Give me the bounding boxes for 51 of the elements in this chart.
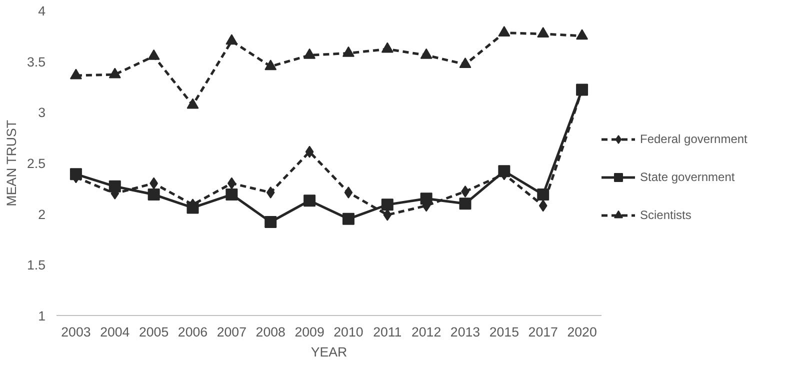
point	[226, 34, 238, 45]
x-tick-label: 2006	[178, 324, 208, 340]
point	[342, 212, 354, 225]
point	[148, 49, 160, 60]
y-tick-label: 2	[38, 206, 46, 222]
x-tick-label: 2015	[489, 324, 520, 340]
point	[381, 198, 394, 211]
y-tick-label: 3	[38, 105, 46, 120]
point	[344, 186, 353, 198]
point	[420, 48, 432, 59]
x-tick-label: 2008	[256, 324, 286, 340]
x-tick-label: 2012	[411, 324, 442, 340]
x-axis-title: YEAR	[310, 344, 348, 360]
y-axis-title: MEAN TRUST	[4, 120, 19, 206]
x-tick-label: 2009	[294, 324, 324, 340]
point	[498, 26, 510, 37]
point	[148, 188, 160, 201]
point	[459, 198, 472, 210]
y-tick-label: 2.5	[26, 156, 46, 171]
point	[342, 46, 354, 57]
y-tick-label: 1	[38, 308, 46, 324]
point	[459, 58, 472, 68]
x-tick-label: 2007	[216, 324, 247, 340]
point	[305, 146, 314, 158]
x-tick-label: 2017	[528, 324, 558, 340]
point	[537, 27, 550, 38]
x-tick-label: 2010	[334, 324, 364, 340]
x-tick-label: 2004	[100, 324, 130, 340]
point	[381, 42, 394, 53]
point	[108, 68, 121, 78]
y-tick-label: 3.5	[26, 54, 46, 70]
point	[264, 216, 277, 228]
legend-label: Scientists	[640, 208, 692, 222]
point	[266, 186, 275, 198]
legend-label: State government	[640, 170, 735, 184]
x-tick-label: 2005	[138, 324, 169, 340]
point	[70, 68, 82, 80]
point	[264, 60, 277, 70]
y-tick-label: 4	[38, 4, 46, 18]
x-tick-label: 2003	[61, 324, 91, 340]
x-tick-label: 2013	[450, 324, 480, 340]
x-tick-label: 2020	[567, 324, 597, 340]
point	[538, 200, 548, 212]
point	[576, 29, 588, 40]
point	[186, 98, 199, 109]
point	[226, 188, 238, 201]
legend-label: Federal government	[640, 132, 748, 146]
y-tick-label: 1.5	[26, 258, 46, 273]
x-tick-label: 2011	[373, 324, 402, 340]
point	[304, 48, 316, 59]
point	[304, 194, 316, 207]
